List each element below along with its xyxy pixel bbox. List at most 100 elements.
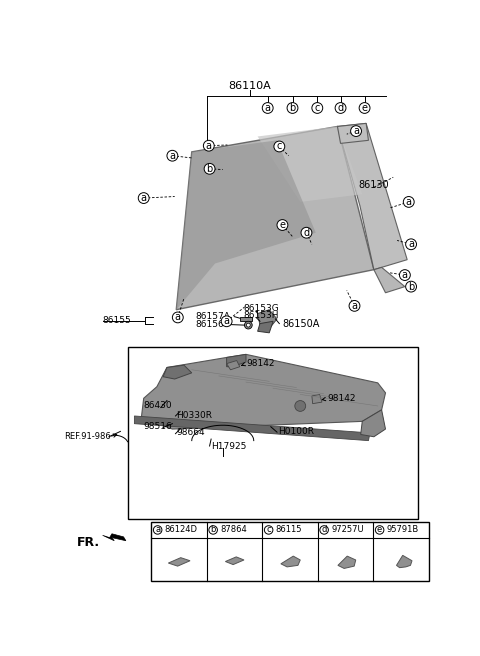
Circle shape — [262, 102, 273, 113]
Text: a: a — [406, 197, 412, 207]
Polygon shape — [176, 127, 374, 310]
Text: a: a — [175, 312, 181, 322]
Bar — [240, 317, 252, 321]
Polygon shape — [374, 268, 405, 293]
Circle shape — [167, 150, 178, 161]
Text: FR.: FR. — [77, 536, 100, 549]
Polygon shape — [227, 354, 246, 367]
Text: a: a — [141, 193, 147, 203]
Text: 98516: 98516 — [144, 422, 172, 431]
Circle shape — [406, 281, 417, 292]
Text: 87864: 87864 — [220, 525, 247, 535]
Circle shape — [312, 102, 323, 113]
Circle shape — [246, 323, 250, 327]
Text: a: a — [169, 151, 175, 161]
Text: e: e — [279, 220, 286, 230]
Text: 86110A: 86110A — [228, 81, 271, 91]
Circle shape — [209, 525, 217, 534]
Circle shape — [274, 141, 285, 152]
Circle shape — [403, 197, 414, 207]
Text: c: c — [314, 103, 320, 113]
Text: 98142: 98142 — [327, 394, 356, 403]
Text: b: b — [210, 525, 216, 535]
Text: b: b — [289, 103, 296, 113]
Text: e: e — [361, 103, 368, 113]
Text: b: b — [206, 164, 213, 174]
Circle shape — [375, 525, 384, 534]
Polygon shape — [337, 123, 407, 270]
Polygon shape — [103, 534, 126, 541]
Text: a: a — [402, 270, 408, 280]
Polygon shape — [227, 361, 240, 370]
Text: 86153G: 86153G — [244, 304, 279, 313]
Text: 98664: 98664 — [176, 428, 205, 438]
Text: 97257U: 97257U — [331, 525, 364, 535]
Polygon shape — [134, 416, 370, 441]
Circle shape — [204, 163, 215, 174]
Circle shape — [295, 401, 306, 411]
Circle shape — [301, 228, 312, 238]
Text: a: a — [224, 316, 229, 326]
Circle shape — [359, 102, 370, 113]
Text: 86157A: 86157A — [196, 312, 230, 321]
Text: 86155: 86155 — [103, 316, 132, 325]
Text: a: a — [408, 239, 414, 249]
Polygon shape — [312, 394, 322, 403]
Circle shape — [264, 525, 273, 534]
Polygon shape — [360, 410, 385, 437]
Text: 86115: 86115 — [276, 525, 302, 535]
Text: a: a — [155, 525, 160, 535]
Polygon shape — [258, 127, 362, 202]
Text: 86156: 86156 — [196, 320, 224, 329]
Circle shape — [335, 102, 346, 113]
Text: a: a — [206, 140, 212, 151]
Text: b: b — [408, 281, 414, 292]
Text: 86130: 86130 — [359, 180, 389, 190]
Circle shape — [154, 525, 162, 534]
Circle shape — [138, 193, 149, 203]
Circle shape — [172, 312, 183, 323]
Text: d: d — [303, 228, 310, 237]
Text: d: d — [322, 525, 327, 535]
Circle shape — [204, 140, 214, 151]
Text: 95791B: 95791B — [386, 525, 419, 535]
Circle shape — [277, 220, 288, 230]
Text: a: a — [353, 126, 359, 136]
Bar — [128, 346, 418, 519]
Text: a: a — [351, 301, 358, 311]
Polygon shape — [163, 365, 192, 379]
Text: 86150A: 86150A — [282, 319, 320, 329]
Text: 86153H: 86153H — [244, 310, 279, 319]
Polygon shape — [258, 310, 277, 327]
Polygon shape — [226, 557, 244, 565]
Text: H0330R: H0330R — [176, 411, 212, 420]
Text: c: c — [276, 142, 282, 152]
Circle shape — [406, 239, 417, 250]
Circle shape — [320, 525, 328, 534]
Bar — [152, 522, 429, 581]
Text: d: d — [337, 103, 344, 113]
Polygon shape — [168, 558, 190, 566]
Circle shape — [349, 300, 360, 311]
Polygon shape — [337, 123, 369, 144]
Circle shape — [399, 270, 410, 281]
Polygon shape — [396, 556, 412, 567]
Text: H0100R: H0100R — [278, 427, 314, 436]
Polygon shape — [176, 140, 316, 310]
Text: H17925: H17925 — [211, 441, 247, 451]
Text: e: e — [377, 525, 382, 535]
Polygon shape — [281, 556, 300, 567]
Text: c: c — [266, 525, 271, 535]
Polygon shape — [338, 556, 356, 569]
Text: 86124D: 86124D — [165, 525, 198, 535]
Text: 98142: 98142 — [246, 359, 275, 368]
Text: 86430: 86430 — [144, 401, 172, 411]
Circle shape — [244, 321, 252, 329]
Text: a: a — [264, 103, 271, 113]
Circle shape — [221, 316, 232, 327]
Text: REF.91-986: REF.91-986 — [64, 432, 110, 441]
Polygon shape — [258, 321, 273, 333]
Circle shape — [287, 102, 298, 113]
Polygon shape — [142, 354, 385, 429]
Circle shape — [350, 126, 361, 136]
